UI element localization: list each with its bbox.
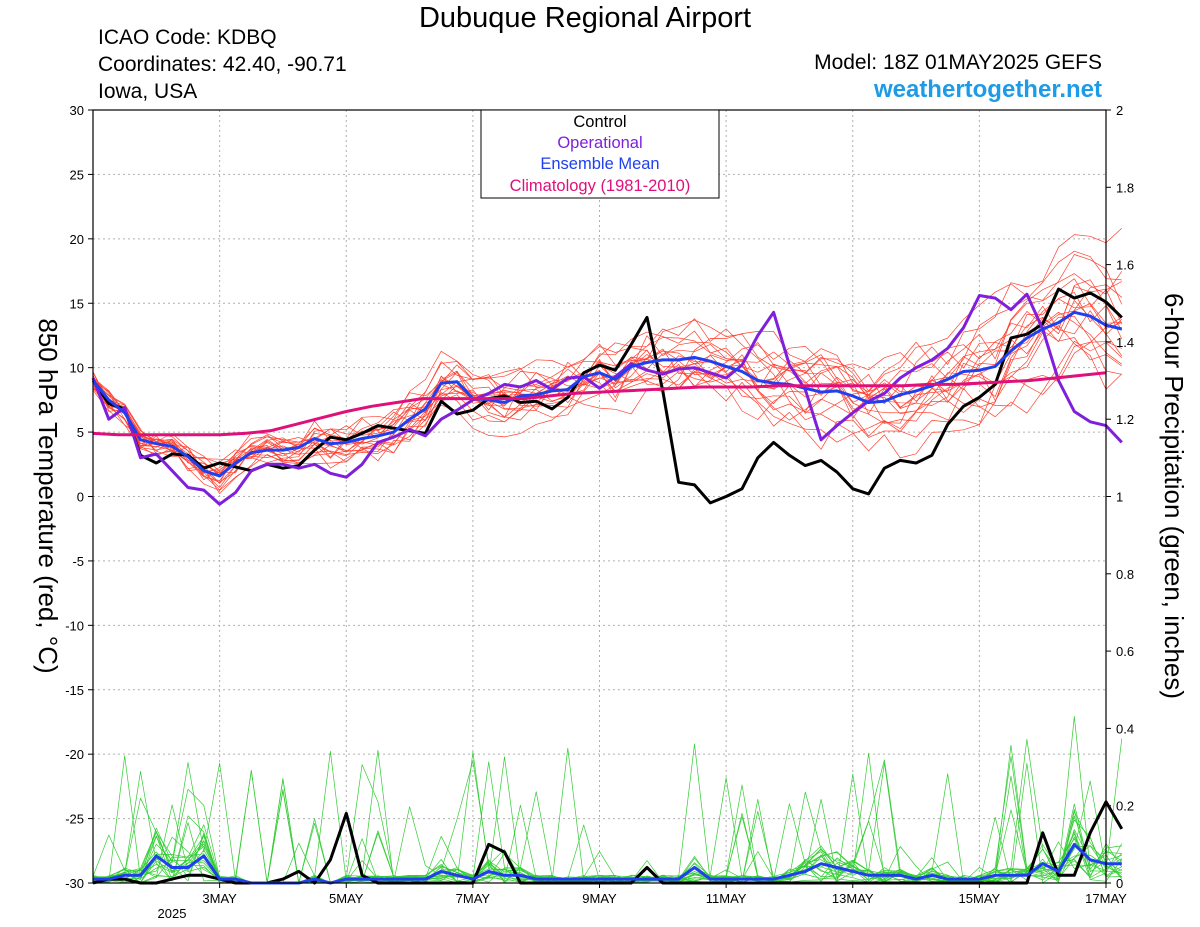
left-axis-ticks: 30 25 20 15 10 5 0 -5 -10 -15 -20 -25 -30 [65, 103, 93, 891]
legend-control: Control [573, 113, 626, 131]
climatology-1981-2010-temperature-line [92, 371, 1107, 437]
x-tick-label: 15MAY [959, 891, 1001, 906]
left-tick-label: -15 [65, 683, 84, 698]
left-tick-label: -10 [65, 618, 84, 633]
left-tick-label: -20 [65, 747, 84, 762]
right-tick-label: 1.6 [1116, 258, 1134, 273]
model-run-text: Model: 18Z 01MAY2025 GEFS [814, 51, 1102, 74]
x-tick-label: 5MAY [329, 891, 364, 906]
x-tick-label: 13MAY [832, 891, 874, 906]
x-axis-ticks: 3MAY 5MAY 7MAY 9MAY 11MAY 13MAY 15MAY 17MAY [202, 883, 1127, 906]
left-axis-title: 850 hPa Temperature (red, °C) [33, 318, 63, 673]
x-tick-label: 3MAY [202, 891, 237, 906]
left-tick-label: 25 [70, 167, 84, 182]
right-tick-label: 0.4 [1116, 721, 1134, 736]
ensemble-temperature-line [92, 330, 1123, 474]
ensemble-precipitation-line [92, 773, 1123, 884]
legend-ensemble-mean: Ensemble Mean [540, 155, 659, 173]
ensemble-mean-temperature-line [91, 310, 1123, 478]
right-axis-title: 6-hour Precipitation (green, inches) [1159, 293, 1189, 699]
x-tick-label: 9MAY [582, 891, 617, 906]
highlighted-series [91, 287, 1124, 885]
ensemble-temperature-line [92, 303, 1122, 494]
right-tick-label: 0.2 [1116, 799, 1134, 814]
ensemble-precipitation-line [92, 744, 1122, 884]
left-tick-label: 10 [70, 361, 84, 376]
right-axis-ticks: 2 1.8 1.6 1.4 1.2 1 0.8 0.6 0.4 0.2 0 [1106, 103, 1134, 891]
ensemble-temperature-line [92, 325, 1123, 472]
right-tick-label: 2 [1116, 103, 1123, 118]
grid-lines [93, 110, 1106, 883]
right-tick-label: 1.8 [1116, 180, 1134, 195]
region-text: Iowa, USA [98, 80, 198, 103]
ensemble-precipitation-line [92, 752, 1122, 884]
ensemble-temperature-line [92, 228, 1123, 484]
ensemble-precipitation-line [92, 775, 1123, 884]
left-tick-label: -25 [65, 812, 84, 827]
site-link[interactable]: weathertogether.net [873, 76, 1102, 103]
ensemble-temperature-line [92, 300, 1123, 484]
legend-climatology: Climatology (1981-2010) [510, 177, 691, 195]
ensemble-precipitation-line [92, 751, 1123, 884]
ensemble-precipitation-line [92, 738, 1122, 884]
ensemble-precipitation-line [92, 738, 1123, 884]
ensemble-temperature-line [92, 250, 1122, 481]
right-tick-label: 0 [1116, 876, 1123, 891]
ensemble-precipitation-line [92, 747, 1122, 884]
left-tick-label: -30 [65, 876, 84, 891]
left-tick-label: 15 [70, 296, 84, 311]
ensemble-precipitation-line [92, 791, 1122, 884]
right-tick-label: 0.6 [1116, 644, 1134, 659]
icao-code-text: ICAO Code: KDBQ [98, 26, 277, 49]
right-tick-label: 0.8 [1116, 567, 1134, 582]
ensemble-precipitation-members [92, 716, 1123, 884]
ensemble-temperature-line [92, 311, 1123, 488]
legend: Control Operational Ensemble Mean Climat… [480, 109, 720, 199]
ensemble-precipitation-line [92, 812, 1123, 884]
left-tick-label: 0 [77, 490, 84, 505]
x-axis-year-label: 2025 [158, 906, 187, 921]
coordinates-text: Coordinates: 42.40, -90.71 [98, 53, 347, 76]
ensemble-temperature-line [92, 281, 1122, 474]
x-tick-label: 11MAY [706, 891, 747, 906]
right-tick-label: 1 [1116, 490, 1123, 505]
left-tick-label: 30 [70, 103, 84, 118]
chart-title: Dubuque Regional Airport [418, 2, 752, 34]
left-tick-label: -5 [72, 554, 84, 569]
legend-operational: Operational [557, 134, 642, 152]
ensemble-precipitation-line [92, 751, 1122, 884]
right-tick-label: 1.4 [1116, 335, 1134, 350]
ensemble-temperature-line [92, 310, 1123, 477]
left-tick-label: 5 [77, 425, 84, 440]
legend-box [480, 109, 720, 199]
ensemble-temperature-line [92, 271, 1123, 483]
right-tick-label: 1.2 [1116, 412, 1134, 427]
ensemble-precipitation-line [92, 743, 1122, 884]
control-precipitation-line [92, 800, 1124, 885]
x-tick-label: 17MAY [1085, 891, 1127, 906]
left-tick-label: 20 [70, 232, 84, 247]
x-tick-label: 7MAY [456, 891, 491, 906]
operational-temperature-line [91, 292, 1123, 506]
ensemble-precipitation-line [92, 811, 1123, 884]
ensemble-temperature-line [92, 279, 1123, 472]
ensemble-precipitation-line [92, 762, 1122, 884]
